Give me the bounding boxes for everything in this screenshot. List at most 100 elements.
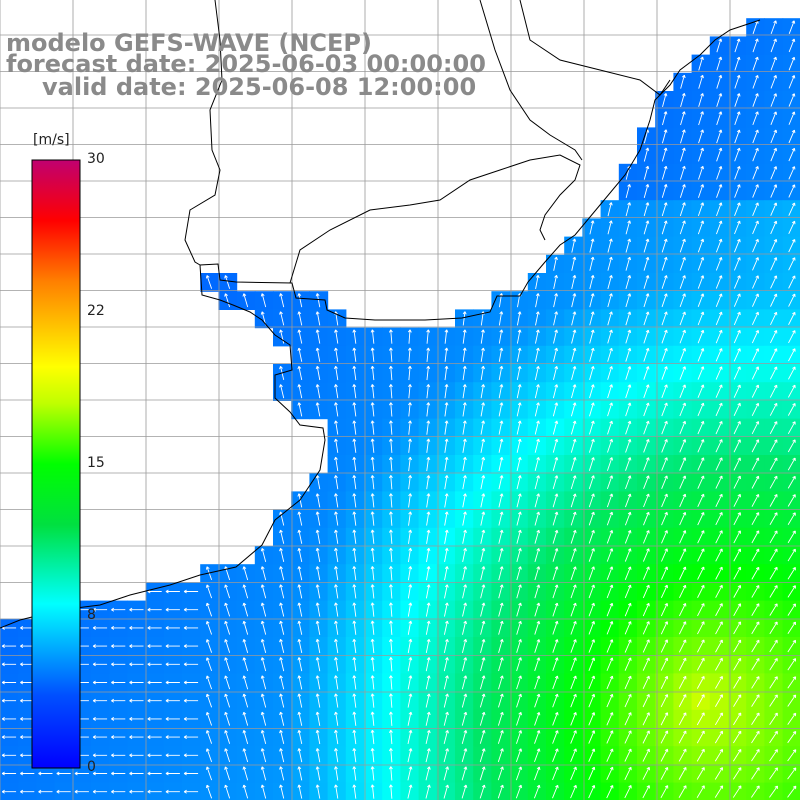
wind-arrow bbox=[426, 566, 431, 581]
wind-arrow bbox=[165, 607, 180, 612]
wind-arrow bbox=[770, 220, 778, 235]
wind-arrow bbox=[315, 347, 321, 362]
wind-arrow bbox=[315, 602, 321, 617]
wind-arrow bbox=[352, 529, 357, 544]
wind-arrow bbox=[715, 621, 723, 635]
wind-arrow bbox=[534, 384, 540, 399]
wind-arrow bbox=[716, 38, 723, 53]
wind-arrow bbox=[111, 625, 126, 630]
wind-arrow bbox=[571, 274, 577, 290]
wind-arrow bbox=[624, 785, 632, 799]
wind-arrow bbox=[787, 749, 797, 762]
wind-arrow bbox=[444, 347, 449, 362]
wind-arrow bbox=[242, 693, 249, 708]
wind-arrow bbox=[787, 639, 797, 653]
wind-arrow bbox=[589, 293, 595, 308]
wind-arrow bbox=[388, 584, 393, 599]
wind-arrow bbox=[679, 603, 687, 617]
wind-arrow bbox=[370, 584, 375, 599]
wind-arrow bbox=[224, 784, 231, 799]
wind-arrow bbox=[498, 347, 504, 362]
wind-arrow bbox=[388, 620, 393, 635]
wind-arrow bbox=[205, 730, 213, 744]
wind-arrow bbox=[715, 366, 723, 380]
wind-arrow bbox=[334, 620, 339, 635]
wind-arrow bbox=[769, 639, 778, 653]
wind-arrow bbox=[750, 785, 760, 798]
wind-arrow bbox=[111, 662, 126, 667]
wind-arrow bbox=[678, 785, 687, 798]
wind-arrow bbox=[697, 621, 705, 635]
border-line-east bbox=[519, 0, 671, 96]
wind-arrow bbox=[534, 475, 540, 490]
wind-arrow bbox=[680, 93, 686, 107]
wind-arrow bbox=[553, 274, 558, 290]
wind-arrow bbox=[552, 511, 559, 526]
wind-arrow bbox=[588, 748, 596, 762]
wind-arrow bbox=[770, 38, 777, 53]
wind-arrow bbox=[408, 420, 412, 435]
wind-arrow bbox=[625, 438, 632, 453]
wind-arrow bbox=[352, 475, 357, 490]
wind-arrow bbox=[480, 602, 486, 617]
wind-arrow bbox=[696, 657, 705, 671]
wind-arrow bbox=[315, 384, 321, 399]
wind-arrow bbox=[751, 329, 760, 344]
wind-arrow bbox=[443, 748, 449, 763]
wind-arrow bbox=[111, 607, 126, 612]
wind-arrow bbox=[279, 675, 285, 690]
wind-arrow bbox=[352, 638, 357, 654]
wind-arrow bbox=[205, 784, 213, 799]
wind-arrow bbox=[751, 548, 760, 562]
wind-arrow bbox=[697, 439, 705, 453]
wind-arrow bbox=[279, 766, 285, 781]
wind-arrow bbox=[697, 202, 705, 217]
wind-arrow bbox=[497, 784, 504, 799]
wind-arrow bbox=[751, 730, 760, 744]
wind-arrow bbox=[224, 693, 231, 708]
wind-arrow bbox=[642, 730, 650, 744]
wind-arrow bbox=[769, 676, 778, 689]
wind-arrow bbox=[643, 202, 650, 217]
wind-arrow bbox=[788, 75, 796, 89]
wind-arrow bbox=[388, 547, 393, 563]
wind-arrow bbox=[679, 402, 687, 417]
wind-arrow bbox=[165, 716, 180, 721]
wind-arrow bbox=[697, 603, 705, 617]
wind-arrow bbox=[716, 184, 723, 198]
wind-arrow bbox=[498, 456, 504, 472]
wind-arrow bbox=[370, 511, 375, 526]
wind-arrow bbox=[661, 402, 668, 417]
wind-arrow bbox=[697, 530, 705, 544]
wind-arrow bbox=[315, 657, 321, 672]
wind-arrow bbox=[788, 220, 796, 235]
wind-arrow bbox=[570, 529, 577, 544]
wind-arrow bbox=[588, 475, 595, 490]
wind-arrow bbox=[498, 365, 504, 381]
wind-arrow bbox=[589, 366, 595, 380]
wind-arrow bbox=[407, 657, 413, 672]
wind-arrow bbox=[315, 329, 321, 344]
wind-speed-cell bbox=[782, 782, 800, 800]
wind-arrow bbox=[716, 202, 723, 217]
wind-arrow bbox=[370, 420, 375, 435]
wind-arrow bbox=[642, 785, 650, 799]
wind-arrow bbox=[129, 698, 144, 703]
wind-arrow bbox=[589, 238, 595, 253]
wind-arrow bbox=[444, 402, 449, 417]
wind-arrow bbox=[315, 293, 321, 308]
wind-arrow bbox=[752, 220, 759, 235]
wind-arrow bbox=[661, 384, 668, 399]
wind-arrow bbox=[462, 602, 468, 617]
wind-arrow bbox=[260, 730, 267, 744]
wind-arrow bbox=[370, 529, 375, 544]
wind-arrow bbox=[315, 675, 321, 690]
wind-arrow bbox=[588, 566, 595, 581]
wind-arrow bbox=[165, 789, 180, 794]
wind-arrow bbox=[370, 784, 375, 799]
wind-arrow bbox=[426, 511, 431, 526]
wind-arrow bbox=[498, 639, 504, 653]
wind-arrow bbox=[751, 384, 760, 398]
wind-arrow bbox=[516, 529, 522, 544]
wind-arrow bbox=[751, 366, 760, 380]
